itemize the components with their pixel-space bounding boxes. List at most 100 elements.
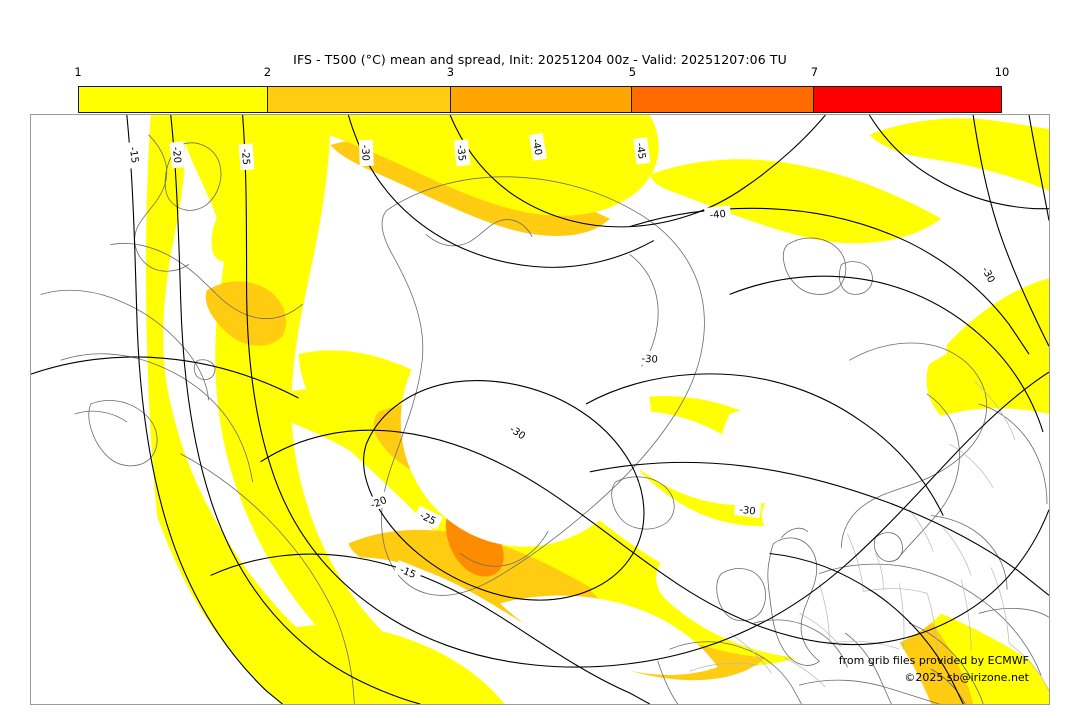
colorbar-tick: 7	[810, 65, 819, 79]
contour-line-m35	[347, 115, 655, 268]
contour-label: -15	[127, 146, 140, 164]
contour-line-m40	[449, 115, 826, 228]
country-border-layer	[689, 381, 1049, 692]
spread-region-yellow	[121, 115, 426, 704]
coastline-britain-scotland	[781, 527, 808, 538]
coastline-island-1	[193, 359, 216, 380]
colorbar-tick-labels: 1 2 3 5 7 10	[74, 65, 1009, 83]
coastline-hudson	[40, 289, 210, 401]
page-title: IFS - T500 (°C) mean and spread, Init: 2…	[293, 52, 787, 67]
contour-line-m25-east	[715, 371, 1049, 644]
colorbar-tick: 5	[628, 65, 637, 79]
border-line	[847, 533, 864, 592]
coastline-italy	[845, 632, 892, 704]
coastline-sweden	[896, 393, 960, 560]
contour-line-m20	[170, 115, 421, 704]
border-line	[974, 381, 1016, 441]
contour-line-extra	[769, 552, 964, 704]
clear-area	[500, 595, 718, 675]
colorbar-segment-2-3	[268, 87, 451, 112]
coastline-labrador	[110, 242, 303, 320]
spread-region-yellow	[288, 115, 659, 216]
contour-label: -45	[634, 142, 647, 160]
contour-line-extra	[972, 115, 1049, 347]
spread-region-yellow	[869, 118, 1049, 191]
contour-label: -35	[454, 144, 467, 161]
border-line	[829, 640, 900, 650]
coastline-svalbard-2	[838, 261, 873, 295]
colorbar-segment-7-10	[813, 87, 1001, 112]
coastline-greenland-east	[629, 254, 659, 367]
colorbar-tick: 2	[263, 65, 272, 79]
clear-area	[400, 294, 652, 547]
coastline-europe-north	[819, 563, 1042, 676]
border-line	[942, 527, 972, 576]
border-line	[689, 662, 758, 672]
border-line	[875, 553, 884, 590]
contour-line-extra	[729, 275, 1044, 433]
spread-region-gold	[205, 281, 287, 346]
coastline-east-canada	[60, 353, 253, 483]
coastline-usa-east	[180, 453, 355, 704]
contour-line-m25	[242, 115, 716, 668]
coastline-baffin	[164, 142, 222, 211]
colorbar-segment-3-5	[450, 87, 633, 112]
border-line	[783, 656, 826, 688]
border-line	[819, 583, 830, 644]
border-line	[949, 443, 994, 488]
coastline-iceland	[611, 476, 675, 530]
contour-line-m30	[31, 356, 299, 399]
coastline-finland	[978, 403, 1048, 505]
clear-area	[595, 410, 778, 506]
spread-region-yellow	[649, 159, 942, 244]
coastline-france	[753, 619, 848, 668]
coastline-greenland-fjords	[425, 219, 533, 247]
contour-layer	[31, 115, 1049, 704]
contour-label-layer: -15 -20 -25 -30	[126, 132, 1002, 583]
coastline-greenland-south	[459, 531, 549, 567]
spread-region-yellow	[180, 115, 463, 704]
coastline-iberia	[669, 641, 802, 704]
coastline-black-sea	[978, 608, 1049, 618]
contour-label: -40	[709, 209, 726, 222]
contour-line-m30-arc	[585, 373, 944, 516]
contour-label: -25	[239, 148, 251, 165]
coastline-norway	[841, 342, 988, 548]
clear-area	[31, 115, 207, 704]
spread-region-yellow	[946, 278, 1049, 377]
coastline-greenland	[381, 176, 705, 596]
colorbar-gradient	[78, 86, 1002, 113]
contour-line-m45	[868, 115, 1049, 210]
contour-line-extra	[1028, 115, 1049, 221]
map-plot: -15 -20 -25 -30	[31, 115, 1049, 704]
border-line	[990, 567, 1010, 644]
border-line	[863, 588, 928, 594]
spread-region-yellow	[270, 624, 505, 704]
coastline-iberia-west	[657, 660, 679, 704]
colorbar-segment-5-7	[632, 87, 814, 112]
map-frame[interactable]: -15 -20 -25 -30	[30, 114, 1050, 705]
contour-line-m30-cell	[363, 380, 645, 601]
contour-label: -30	[359, 145, 371, 162]
contour-line-m20-east	[260, 429, 1049, 646]
coastline-baltic	[930, 515, 1008, 590]
coastline-med	[799, 679, 940, 704]
contour-line-m30-east	[589, 461, 1049, 596]
coastline-layer	[40, 134, 1049, 704]
spread-region-yellow	[211, 208, 244, 262]
coastline-britain	[767, 537, 820, 666]
contour-label: -40	[530, 138, 544, 156]
colorbar-tick: 3	[446, 65, 455, 79]
coastline-ireland	[716, 568, 766, 622]
border-line	[960, 579, 972, 652]
contour-label: -30	[641, 354, 658, 366]
contour-line-m15-east	[210, 553, 651, 704]
colorbar-tick: 1	[74, 65, 82, 79]
contour-line-m15	[126, 115, 283, 704]
coastline-aegean	[930, 668, 966, 704]
coastline-denmark	[873, 532, 903, 562]
coastline-svalbard	[782, 237, 847, 295]
spread-region-yellow	[729, 480, 1049, 704]
border-line	[926, 593, 938, 658]
